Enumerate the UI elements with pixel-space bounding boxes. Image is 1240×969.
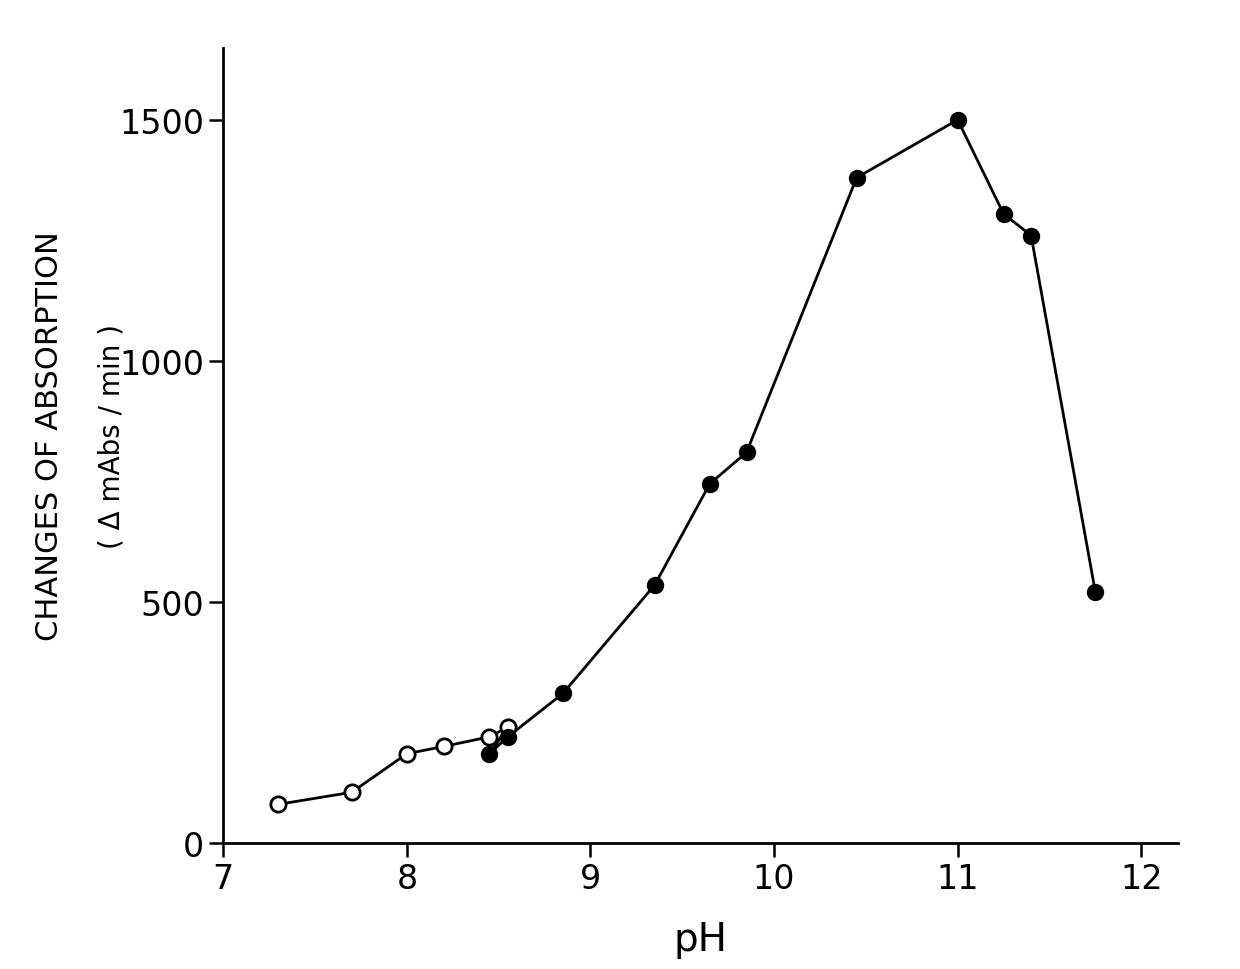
- X-axis label: pH: pH: [673, 920, 728, 957]
- Text: ( Δ mAbs / min ): ( Δ mAbs / min ): [98, 324, 125, 548]
- Text: CHANGES OF ABSORPTION: CHANGES OF ABSORPTION: [35, 232, 64, 641]
